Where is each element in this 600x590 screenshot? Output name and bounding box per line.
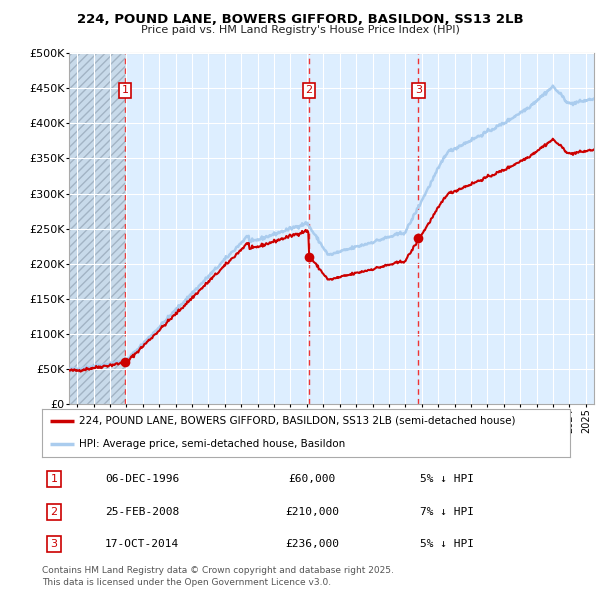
Text: 3: 3 [415,86,422,96]
Text: £210,000: £210,000 [285,507,339,517]
Text: 224, POUND LANE, BOWERS GIFFORD, BASILDON, SS13 2LB (semi-detached house): 224, POUND LANE, BOWERS GIFFORD, BASILDO… [79,416,515,426]
Text: 3: 3 [50,539,58,549]
Text: 17-OCT-2014: 17-OCT-2014 [105,539,179,549]
Text: 25-FEB-2008: 25-FEB-2008 [105,507,179,517]
Text: Contains HM Land Registry data © Crown copyright and database right 2025.
This d: Contains HM Land Registry data © Crown c… [42,566,394,587]
Text: £236,000: £236,000 [285,539,339,549]
Bar [69,53,125,404]
Bar [69,53,125,404]
Text: Price paid vs. HM Land Registry's House Price Index (HPI): Price paid vs. HM Land Registry's House … [140,25,460,35]
Text: HPI: Average price, semi-detached house, Basildon: HPI: Average price, semi-detached house,… [79,439,345,449]
Text: 224, POUND LANE, BOWERS GIFFORD, BASILDON, SS13 2LB: 224, POUND LANE, BOWERS GIFFORD, BASILDO… [77,13,523,26]
Text: 5% ↓ HPI: 5% ↓ HPI [420,539,474,549]
Text: 1: 1 [50,474,58,484]
Text: 5% ↓ HPI: 5% ↓ HPI [420,474,474,484]
Text: 2: 2 [50,507,58,517]
Text: £60,000: £60,000 [289,474,335,484]
Text: 06-DEC-1996: 06-DEC-1996 [105,474,179,484]
Text: 1: 1 [122,86,128,96]
Text: 2: 2 [305,86,313,96]
Text: 7% ↓ HPI: 7% ↓ HPI [420,507,474,517]
